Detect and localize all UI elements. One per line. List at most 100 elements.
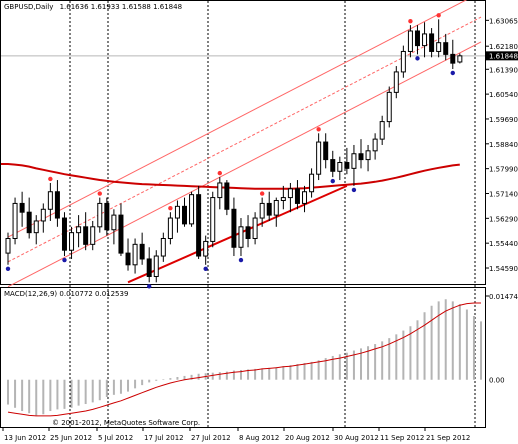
trendlines[interactable] [127,184,348,284]
candle [174,200,180,233]
date-tick: 21 Sep 2012 [424,427,470,442]
price-tick: 1.54590 [485,265,518,273]
candle [90,220,96,251]
fractal-up-marker [168,205,173,211]
candle [111,209,117,245]
candle [182,197,187,227]
fractal-down-marker [351,187,357,193]
macd-axis-label: 0.014747 [489,293,518,301]
price-tick: 1.63065 [485,17,518,25]
current-price-marker: 1.61848 [486,51,518,61]
candle [33,215,39,245]
candle [400,45,406,78]
date-tick-label: 30 Aug 2012 [334,434,379,442]
candle [393,66,399,99]
candle [344,147,350,175]
fractal-down-marker [415,56,420,61]
candle [132,238,138,274]
date-axis[interactable]: 13 Jun 2012 25 Jun 2012 5 Jul 2012 17 Jul 2… [2,427,470,442]
candle [19,191,25,227]
macd-signal-line [7,302,481,417]
chart-title: GBPUSD,Daily 1.61636 1.61933 1.61588 1.6… [4,3,182,11]
candle [429,28,435,58]
price-tick-label: 1.63065 [489,17,518,25]
price-tick-label: 1.56290 [489,215,518,223]
ohlc-values: 1.61636 1.61933 1.61588 1.61848 [60,3,182,11]
date-tick: 5 Jul 2012 [96,427,133,442]
price-tick: 1.57990 [485,166,518,174]
candle [12,197,18,245]
price-axis[interactable]: 1.63065 1.62180 1.61390 1.60540 1.59690 1.588… [485,17,518,273]
price-tick: 1.57140 [485,190,518,198]
date-tick: 11 Sep 2012 [378,427,424,442]
candle [422,22,428,58]
fractal-up-marker [97,191,102,196]
candle [379,115,385,145]
candle [358,139,364,169]
candle [47,182,53,221]
price-tick: 1.62180 [485,43,518,51]
candle [316,133,322,181]
price-tick: 1.58840 [485,141,518,149]
price-tick-label: 1.58840 [489,141,518,149]
date-tick: 27 Jul 2012 [189,427,231,442]
candle [224,180,230,216]
candle [351,144,357,186]
channel-line[interactable] [7,0,481,238]
candle [40,203,46,233]
date-tick-label: 21 Sep 2012 [426,434,470,442]
price-tick: 1.61390 [485,66,518,74]
channel-line[interactable] [7,41,482,288]
price-tick-label: 1.62180 [489,43,518,51]
candle [54,180,60,227]
candle [97,197,103,233]
candle [83,212,89,251]
candle [259,197,265,227]
fractal-down-marker [203,266,208,272]
fractal-markers [5,13,455,289]
candle [302,185,308,213]
fractal-down-marker [62,257,67,263]
candle [146,247,152,283]
fractal-up-marker [436,13,441,18]
price-tick-label: 1.55440 [489,240,518,248]
date-tick-label: 17 Jul 2012 [144,434,184,442]
candle [189,191,195,227]
candle [280,185,286,210]
price-tick: 1.56290 [485,215,518,223]
candle [231,197,237,257]
candle [153,250,159,283]
candle [217,177,223,210]
candle [386,86,392,128]
trendline[interactable] [127,184,348,284]
date-tick: 30 Aug 2012 [332,427,379,442]
candle [407,25,413,58]
date-tick: 20 Aug 2012 [283,427,330,442]
fractal-down-marker [5,266,11,272]
candle [26,197,32,239]
candle [210,191,216,248]
candle [450,39,456,69]
candle [443,33,449,61]
regression-channel[interactable] [7,0,482,288]
date-tick: 8 Aug 2012 [237,427,279,442]
candle [365,144,371,172]
candle [266,191,272,221]
candle [337,156,343,181]
candle [5,232,11,265]
candle [203,235,209,265]
date-tick: 25 Jun 2012 [48,427,92,442]
price-tick: 1.60540 [485,91,518,99]
price-tick-label: 1.61390 [489,66,518,74]
candle [436,19,442,58]
channel-line[interactable] [7,16,482,263]
candle [238,218,244,257]
candle [196,185,202,259]
candle [323,133,329,169]
date-tick-label: 8 Aug 2012 [239,434,279,442]
macd-pane[interactable] [0,287,486,428]
candle [167,212,173,245]
candle [118,203,124,257]
